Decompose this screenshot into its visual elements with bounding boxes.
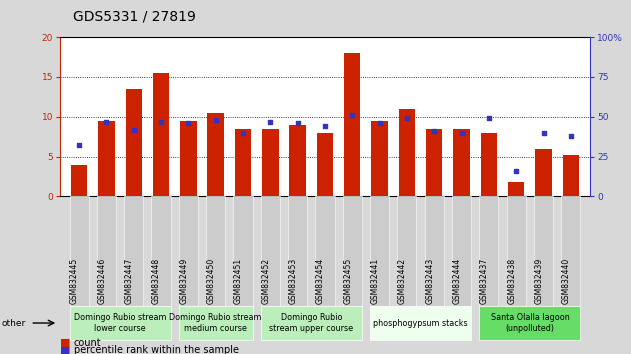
Text: Domingo Rubio
stream upper course: Domingo Rubio stream upper course [269, 313, 353, 333]
Text: GSM832442: GSM832442 [398, 258, 407, 304]
Text: GSM832454: GSM832454 [316, 258, 325, 304]
Bar [426, 129, 442, 196]
Text: GSM832451: GSM832451 [234, 258, 243, 304]
Bar [126, 89, 142, 196]
Bar [535, 149, 551, 196]
Text: GSM832438: GSM832438 [507, 258, 516, 304]
Bar [399, 109, 415, 196]
Text: GSM832441: GSM832441 [370, 258, 380, 304]
Bar [563, 155, 579, 196]
Point [129, 127, 139, 132]
Text: GSM832437: GSM832437 [480, 258, 489, 304]
Text: GSM832455: GSM832455 [343, 258, 352, 304]
Bar [290, 125, 306, 196]
Point [265, 119, 275, 125]
Bar [71, 165, 87, 196]
Text: GSM832447: GSM832447 [125, 258, 134, 304]
Text: ■: ■ [60, 338, 71, 348]
Point [538, 130, 548, 136]
Bar [153, 73, 169, 196]
Bar [208, 113, 224, 196]
Bar [262, 129, 278, 196]
Point [184, 120, 194, 126]
Bar [317, 133, 333, 196]
Text: percentile rank within the sample: percentile rank within the sample [74, 346, 239, 354]
Text: GSM832448: GSM832448 [152, 258, 161, 304]
Point [320, 124, 330, 129]
Text: GSM832449: GSM832449 [179, 258, 189, 304]
Point [456, 130, 466, 136]
Text: Domingo Rubio stream
medium course: Domingo Rubio stream medium course [170, 313, 262, 333]
Point [375, 120, 385, 126]
Text: GSM832443: GSM832443 [425, 258, 434, 304]
Bar [98, 121, 115, 196]
Bar [372, 121, 388, 196]
Text: GSM832439: GSM832439 [534, 258, 543, 304]
Bar [344, 53, 360, 196]
Point [74, 143, 84, 148]
Text: other: other [2, 319, 26, 327]
Text: GSM832446: GSM832446 [97, 258, 107, 304]
Bar [481, 133, 497, 196]
Point [429, 128, 439, 134]
Text: count: count [74, 338, 102, 348]
Point [293, 120, 303, 126]
Bar [235, 129, 251, 196]
Point [211, 117, 221, 123]
Point [484, 115, 494, 121]
Text: Santa Olalla lagoon
(unpolluted): Santa Olalla lagoon (unpolluted) [490, 313, 569, 333]
Point [347, 113, 357, 118]
Text: GDS5331 / 27819: GDS5331 / 27819 [73, 9, 196, 23]
Point [156, 119, 166, 125]
Point [511, 168, 521, 174]
Text: GSM832450: GSM832450 [207, 258, 216, 304]
Text: ■: ■ [60, 346, 71, 354]
Text: GSM832452: GSM832452 [261, 258, 270, 304]
Text: GSM832444: GSM832444 [452, 258, 461, 304]
Text: GSM832453: GSM832453 [288, 258, 298, 304]
Text: GSM832440: GSM832440 [562, 258, 571, 304]
Bar [180, 121, 196, 196]
Point [402, 115, 412, 121]
Bar [508, 182, 524, 196]
Text: GSM832445: GSM832445 [70, 258, 79, 304]
Point [238, 130, 248, 136]
Point [102, 119, 112, 125]
Bar [454, 129, 469, 196]
Point [566, 133, 576, 139]
Text: Domingo Rubio stream
lower course: Domingo Rubio stream lower course [74, 313, 167, 333]
Text: phosphogypsum stacks: phosphogypsum stacks [374, 319, 468, 327]
